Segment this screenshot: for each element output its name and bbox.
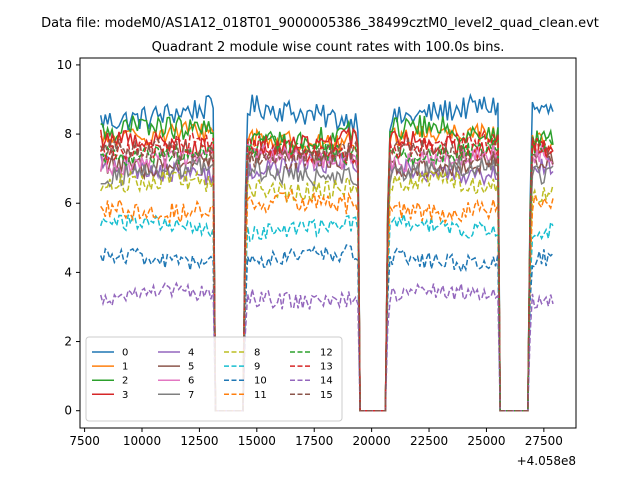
series-line-9 <box>99 214 554 412</box>
x-tick-label: 17500 <box>295 434 333 448</box>
x-tick-label: 20000 <box>353 434 391 448</box>
series-line-11 <box>100 188 554 412</box>
legend-label: 11 <box>254 390 267 401</box>
series-line-7 <box>100 155 554 412</box>
legend-label: 3 <box>122 390 128 401</box>
legend-label: 0 <box>122 348 128 359</box>
x-tick-label: 7500 <box>69 434 100 448</box>
legend-label: 5 <box>188 362 194 373</box>
series-line-13 <box>100 128 554 412</box>
y-tick-label: 2 <box>64 335 72 349</box>
y-tick-label: 6 <box>64 196 72 210</box>
series-line-8 <box>100 169 554 412</box>
legend-label: 12 <box>320 348 333 359</box>
chart-suptitle: Data file: modeM0/AS1A12_018T01_90000053… <box>41 16 599 31</box>
legend-label: 1 <box>122 362 128 373</box>
series-line-15 <box>100 137 554 412</box>
series-line-0 <box>99 92 554 412</box>
chart-title: Quadrant 2 module wise count rates with … <box>152 40 505 55</box>
x-tick-label: 15000 <box>238 434 276 448</box>
plot-frame <box>79 57 577 429</box>
legend-label: 15 <box>320 390 333 401</box>
series-line-10 <box>99 244 554 412</box>
x-tick-label: 12500 <box>180 434 218 448</box>
y-tick-label: 0 <box>64 404 72 418</box>
legend-label: 10 <box>254 376 267 387</box>
series-line-2 <box>100 115 554 412</box>
y-tick-label: 4 <box>64 265 72 279</box>
y-tick-label: 8 <box>64 127 72 141</box>
legend-label: 4 <box>188 348 194 359</box>
series-layer <box>99 92 554 412</box>
legend-label: 2 <box>122 376 128 387</box>
series-line-14 <box>99 281 554 412</box>
legend-label: 6 <box>188 376 194 387</box>
legend-label: 7 <box>188 390 194 401</box>
y-tick-label: 10 <box>57 58 72 72</box>
legend-frame <box>85 336 343 422</box>
x-offset-label: +4.058e8 <box>517 454 576 468</box>
x-tick-label: 27500 <box>525 434 563 448</box>
x-tick-label: 10000 <box>123 434 161 448</box>
x-tick-label: 25000 <box>467 434 505 448</box>
y-axis: 0 2 4 6 8 10 <box>57 58 80 418</box>
legend-label: 13 <box>320 362 333 373</box>
legend-label: 9 <box>254 362 260 373</box>
x-tick-label: 22500 <box>410 434 448 448</box>
legend-label: 8 <box>254 348 260 359</box>
x-axis: 7500 10000 12500 15000 17500 20000 22500 25000 2… <box>69 428 563 448</box>
legend-label: 14 <box>320 376 333 387</box>
